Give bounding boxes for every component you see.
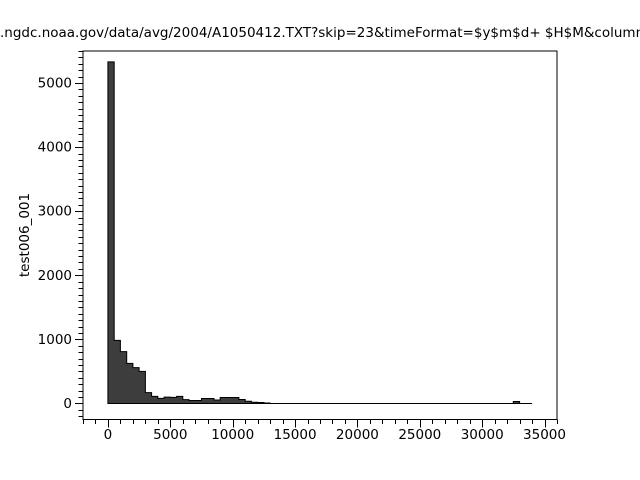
- y-axis-tick-label: 0: [63, 396, 72, 412]
- x-axis-tick-label: 30000: [461, 427, 504, 443]
- x-axis-tick-label: 25000: [398, 427, 441, 443]
- y-axis-tick-label: 4000: [38, 140, 72, 156]
- y-axis-tick-label: 1000: [38, 332, 72, 348]
- y-axis-tick-label: 5000: [38, 76, 72, 92]
- x-axis-tick-label: 10000: [211, 427, 254, 443]
- y-axis-tick-label: 3000: [38, 204, 72, 220]
- plot-frame: [82, 50, 558, 420]
- y-axis-tick-label: 2000: [38, 268, 72, 284]
- chart-title: .ngdc.noaa.gov/data/avg/2004/A1050412.TX…: [0, 25, 640, 41]
- x-axis-tick-label: 0: [104, 427, 113, 443]
- histogram-bars: [107, 61, 533, 404]
- x-axis-tick-label: 15000: [274, 427, 317, 443]
- x-axis-tick-label: 35000: [523, 427, 566, 443]
- x-axis-tick-label: 5000: [153, 427, 187, 443]
- x-axis-tick-label: 20000: [336, 427, 379, 443]
